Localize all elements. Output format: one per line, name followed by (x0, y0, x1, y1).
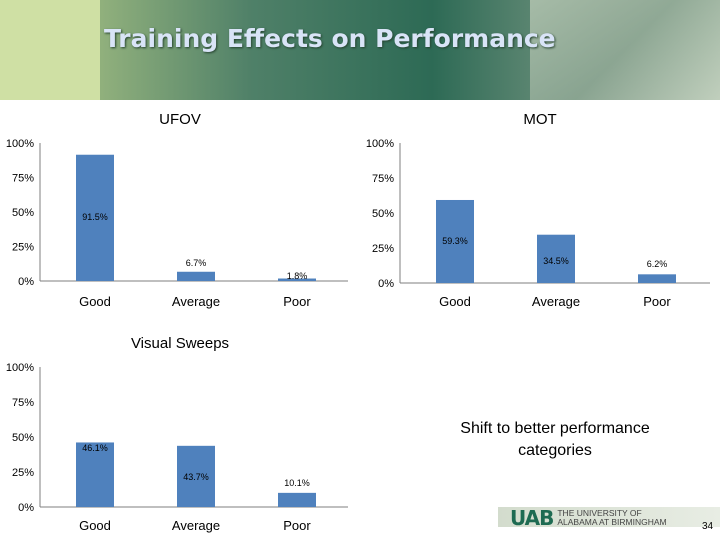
ufov-category-label: Poor (283, 294, 311, 309)
visual-sweeps-y-tick-label: 50% (12, 432, 34, 444)
ufov-category-label: Average (172, 294, 220, 309)
visual-sweeps-bar-poor (278, 492, 316, 507)
mot-y-tick-label: 0% (378, 278, 394, 290)
mot-data-label: 59.3% (442, 236, 468, 246)
footer-bar (498, 507, 720, 527)
banner-building-image (530, 0, 720, 100)
ufov-chart-title: UFOV (159, 111, 201, 128)
ufov-y-tick-label: 100% (6, 138, 34, 150)
mot-y-tick-label: 25% (372, 243, 394, 255)
mot-chart-svg: MOT 0% 25% 50% 75% 100% 59.3% Good 34.5% Average 6… (366, 111, 710, 309)
slide-title: Training Effects on Performance (104, 24, 556, 53)
mot-bar-average (537, 234, 575, 283)
visual-sweeps-data-label: 10.1% (284, 478, 310, 488)
banner-left-panel (0, 0, 100, 100)
page-number: 34 (702, 521, 714, 532)
mot-data-label: 6.2% (647, 259, 668, 269)
ufov-y-tick-label: 50% (12, 207, 34, 219)
ufov-y-tick-label: 75% (12, 173, 34, 185)
mot-y-tick-label: 50% (372, 208, 394, 220)
uab-logo: UAB THE UNIVERSITY OF ALABAMA AT BIRMING… (510, 506, 667, 530)
visual-sweeps-category-label: Poor (283, 518, 311, 533)
ufov-y-tick-label: 0% (18, 276, 34, 288)
visual-sweeps-y-tick-label: 0% (18, 502, 34, 514)
visual-sweeps-y-tick-label: 75% (12, 397, 34, 409)
visual-sweeps-y-tick-label: 100% (6, 362, 34, 374)
mot-data-label: 34.5% (543, 256, 569, 266)
visual-sweeps-bar-good (76, 442, 114, 507)
ufov-bar-average (177, 271, 215, 281)
ufov-data-label: 1.8% (287, 271, 308, 281)
mot-y-tick-label: 100% (366, 138, 394, 150)
visual-sweeps-category-label: Good (79, 518, 111, 533)
visual-sweeps-y-tick-label: 25% (12, 467, 34, 479)
ufov-chart: UFOV 0% 25% 50% 75% 100% 91.5% Good 6.7% Average 1… (0, 108, 360, 313)
visual-sweeps-chart-title: Visual Sweeps (131, 335, 229, 352)
ufov-chart-svg: UFOV 0% 25% 50% 75% 100% 91.5% Good 6.7% Average 1… (6, 111, 348, 309)
uab-logo-mark: UAB (510, 506, 554, 530)
mot-bar-good (436, 199, 474, 283)
ufov-bar-poor (278, 278, 316, 281)
visual-sweeps-chart-svg: Visual Sweeps 0% 25% 50% 75% 100% 46.1% Good 43.… (6, 335, 348, 533)
shift-caption: Shift to better performance categories (425, 418, 685, 462)
mot-category-label: Poor (643, 294, 671, 309)
mot-category-label: Average (532, 294, 580, 309)
ufov-bar-good (76, 154, 114, 281)
visual-sweeps-data-label: 46.1% (82, 443, 108, 453)
title-banner: Training Effects on Performance (0, 0, 720, 100)
mot-category-label: Good (439, 294, 471, 309)
visual-sweeps-category-label: Average (172, 518, 220, 533)
ufov-category-label: Good (79, 294, 111, 309)
ufov-y-tick-label: 25% (12, 242, 34, 254)
mot-chart-title: MOT (523, 111, 556, 128)
ufov-data-label: 6.7% (186, 258, 207, 268)
mot-chart: MOT 0% 25% 50% 75% 100% 59.3% Good 34.5% Average 6… (360, 108, 720, 313)
mot-bar-poor (638, 274, 676, 283)
mot-y-tick-label: 75% (372, 173, 394, 185)
uab-logo-text: THE UNIVERSITY OF ALABAMA AT BIRMINGHAM (557, 508, 667, 527)
shift-caption-line-2: categories (518, 442, 592, 459)
visual-sweeps-bar-average (177, 445, 215, 507)
visual-sweeps-chart: Visual Sweeps 0% 25% 50% 75% 100% 46.1% Good 43.… (0, 332, 360, 540)
visual-sweeps-data-label: 43.7% (183, 472, 209, 482)
ufov-data-label: 91.5% (82, 212, 108, 222)
shift-caption-line-1: Shift to better performance (460, 420, 650, 437)
